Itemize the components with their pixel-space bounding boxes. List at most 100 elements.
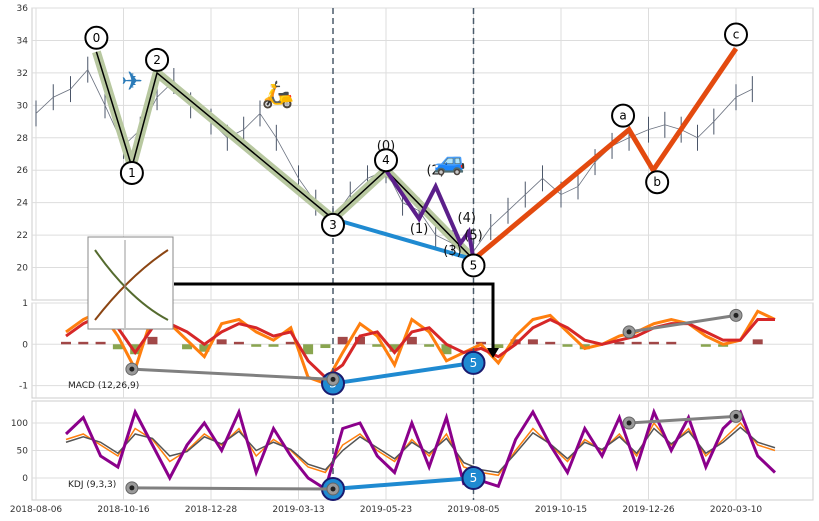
macd-histogram-bar <box>61 341 71 345</box>
macd-histogram-bar <box>441 344 452 355</box>
kdj-divergence-line <box>628 414 737 425</box>
x-tick-label: 2018-12-28 <box>185 505 238 515</box>
car-icon: 🚙 <box>434 147 466 177</box>
kdj-y-tick-label: 50 <box>17 447 29 457</box>
sub-wave-label: (2) <box>426 163 444 178</box>
price-y-tick-label: 32 <box>17 69 28 79</box>
macd-divergence-line <box>131 367 334 381</box>
macd-histogram-bar <box>406 336 417 345</box>
macd-divergence-dot <box>733 312 739 318</box>
kdj-y-tick-label: 100 <box>11 419 28 429</box>
macd-histogram-bar <box>510 339 521 345</box>
macd-divergence-5-circle <box>461 350 486 375</box>
price-y-tick-label: 26 <box>17 166 29 176</box>
price-y-tick-label: 20 <box>17 264 29 274</box>
airplane-icon: ✈ <box>121 67 143 97</box>
macd-divergence-5-label: 5 <box>470 356 478 370</box>
macd-divergence-dot <box>330 376 336 382</box>
wave-marker-2-label: 2 <box>153 53 161 67</box>
price-y-tick-label: 30 <box>17 101 29 111</box>
macd-histogram-bar <box>545 341 556 345</box>
macd-histogram-bar <box>112 344 123 350</box>
wave-marker-3-circle <box>321 212 346 237</box>
price-y-tick-label: 36 <box>17 4 29 14</box>
macd-histogram-bar <box>285 341 296 345</box>
macd-y-tick-label: 0 <box>22 340 28 350</box>
sub-wave-label: (5) <box>464 228 482 243</box>
macd-histogram-bar <box>182 344 193 350</box>
kdj-divergence-5-label: 5 <box>470 471 478 485</box>
macd-histogram-bar <box>251 344 262 347</box>
macd-histogram-bar <box>130 344 141 355</box>
wave-marker-2-circle <box>145 47 170 72</box>
wave-marker-1-circle <box>119 160 144 185</box>
x-tick-label: 2019-05-23 <box>360 505 412 515</box>
wave-marker-4-circle <box>374 148 398 173</box>
inset-frame <box>87 236 174 330</box>
wave-marker-0-circle <box>84 25 109 50</box>
wave-marker-b-circle <box>645 170 670 195</box>
sub-wave-label: (0) <box>377 139 395 154</box>
price-y-tick-label: 34 <box>17 36 29 46</box>
wave-marker-a-label: a <box>619 109 626 123</box>
kdj-divergence-line <box>131 486 334 491</box>
macd-histogram-bar <box>95 341 106 345</box>
kdj-y-tick-label: 0 <box>22 474 28 484</box>
kdj-label: KDJ (9,3,3) <box>68 480 116 490</box>
macd-histogram-bar <box>147 336 158 345</box>
kdj-divergence-dot <box>129 485 135 491</box>
macd-histogram-bar <box>648 341 659 345</box>
x-tick-label: 2019-08-05 <box>447 505 499 515</box>
wave-marker-c-circle <box>724 22 748 47</box>
macd-histogram-bar <box>78 341 89 345</box>
x-tick-label: 2020-03-10 <box>710 505 763 515</box>
sub-wave-line <box>384 169 476 260</box>
macd-y-tick-label: 1 <box>22 299 28 309</box>
kdj-divergence-5-circle <box>461 466 486 490</box>
wave-marker-a-circle <box>611 103 636 128</box>
kdj-divergence-dot <box>330 486 336 492</box>
sub-wave-label: (4) <box>458 211 476 226</box>
macd-divergence-dot <box>129 366 135 372</box>
macd-histogram-bar <box>631 341 642 345</box>
macd-histogram-bar <box>337 336 348 345</box>
wave-projection-line <box>332 216 475 262</box>
x-tick-label: 2019-03-13 <box>272 505 324 515</box>
sub-wave-label: (3) <box>443 244 461 259</box>
x-tick-label: 2018-10-16 <box>97 505 150 515</box>
macd-histogram-bar <box>493 344 504 349</box>
macd-label: MACD (12,26,9) <box>68 381 139 391</box>
macd-histogram-bar <box>372 344 383 347</box>
price-y-tick-label: 22 <box>17 231 28 241</box>
wave-marker-3-label: 3 <box>329 218 337 232</box>
sub-wave-label: (1) <box>410 222 428 237</box>
macd-histogram-bar <box>268 344 279 347</box>
price-y-tick-label: 28 <box>17 134 29 144</box>
macd-divergence-line <box>628 313 737 334</box>
inset-connector <box>174 282 495 352</box>
macd-histogram-bar <box>424 344 435 347</box>
price-y-tick-label: 24 <box>17 199 29 209</box>
wave-marker-5-label: 5 <box>470 258 478 272</box>
macd-histogram-bar <box>752 339 763 345</box>
wave-marker-4-label: 4 <box>382 153 390 167</box>
macd-divergence-dot <box>626 329 632 335</box>
macd-histogram-bar <box>700 344 711 347</box>
macd-histogram-bar <box>562 344 573 347</box>
macd-histogram-bar <box>354 336 365 345</box>
kdj-divergence-line <box>332 476 474 491</box>
wave-marker-0-label: 0 <box>93 31 101 45</box>
wave-marker-c-label: c <box>733 28 740 42</box>
x-axis: 2018-08-06 2018-10-16 2018-12-28 2019-03-13… <box>10 505 763 515</box>
x-tick-label: 2019-10-15 <box>535 505 587 515</box>
scooter-icon: 🛵 <box>262 80 294 110</box>
correction-wave-line <box>471 47 739 262</box>
wave-marker-1-label: 1 <box>128 166 136 180</box>
x-tick-label: 2018-08-06 <box>10 505 63 515</box>
wave-marker-b-label: b <box>653 175 661 189</box>
main-wave-line <box>95 51 475 260</box>
macd-histogram-bar <box>233 341 244 345</box>
macd-histogram-bar <box>320 344 331 349</box>
macd-y-tick-label: -1 <box>19 382 28 392</box>
